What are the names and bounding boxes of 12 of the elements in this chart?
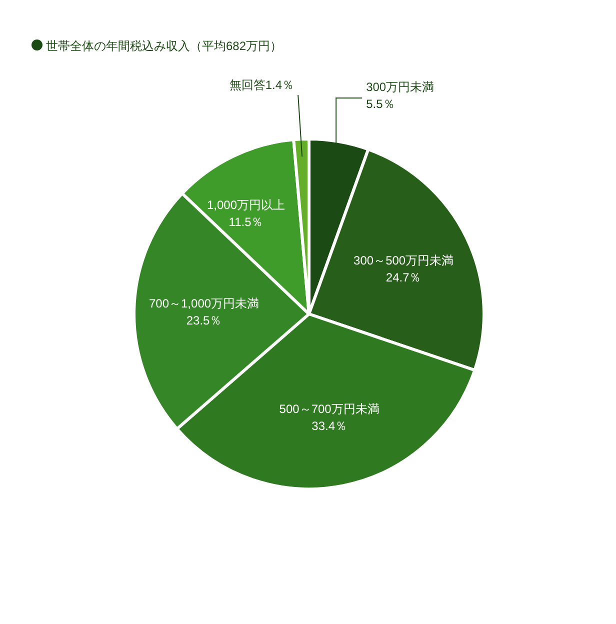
data-label: 11.5％ bbox=[228, 215, 264, 230]
slice-label: 700～1,000万円未満 bbox=[148, 296, 260, 311]
slice-label: 300万円未満 bbox=[366, 80, 434, 94]
slice-label: 300～500万円未満 bbox=[354, 253, 454, 268]
data-label: 33.4％ bbox=[312, 419, 347, 434]
data-label: 24.7％ bbox=[386, 270, 422, 284]
chart-title: 世帯全体の年間税込み収入（平均682万円） bbox=[46, 39, 282, 53]
slice-label: 1,000万円以上 bbox=[207, 198, 286, 212]
slice-label: 無回答1.4％ bbox=[229, 78, 294, 92]
slice-label: 500～700万円未満 bbox=[279, 402, 380, 416]
data-label: 23.5％ bbox=[186, 314, 222, 328]
data-label: 5.5％ bbox=[366, 97, 395, 111]
